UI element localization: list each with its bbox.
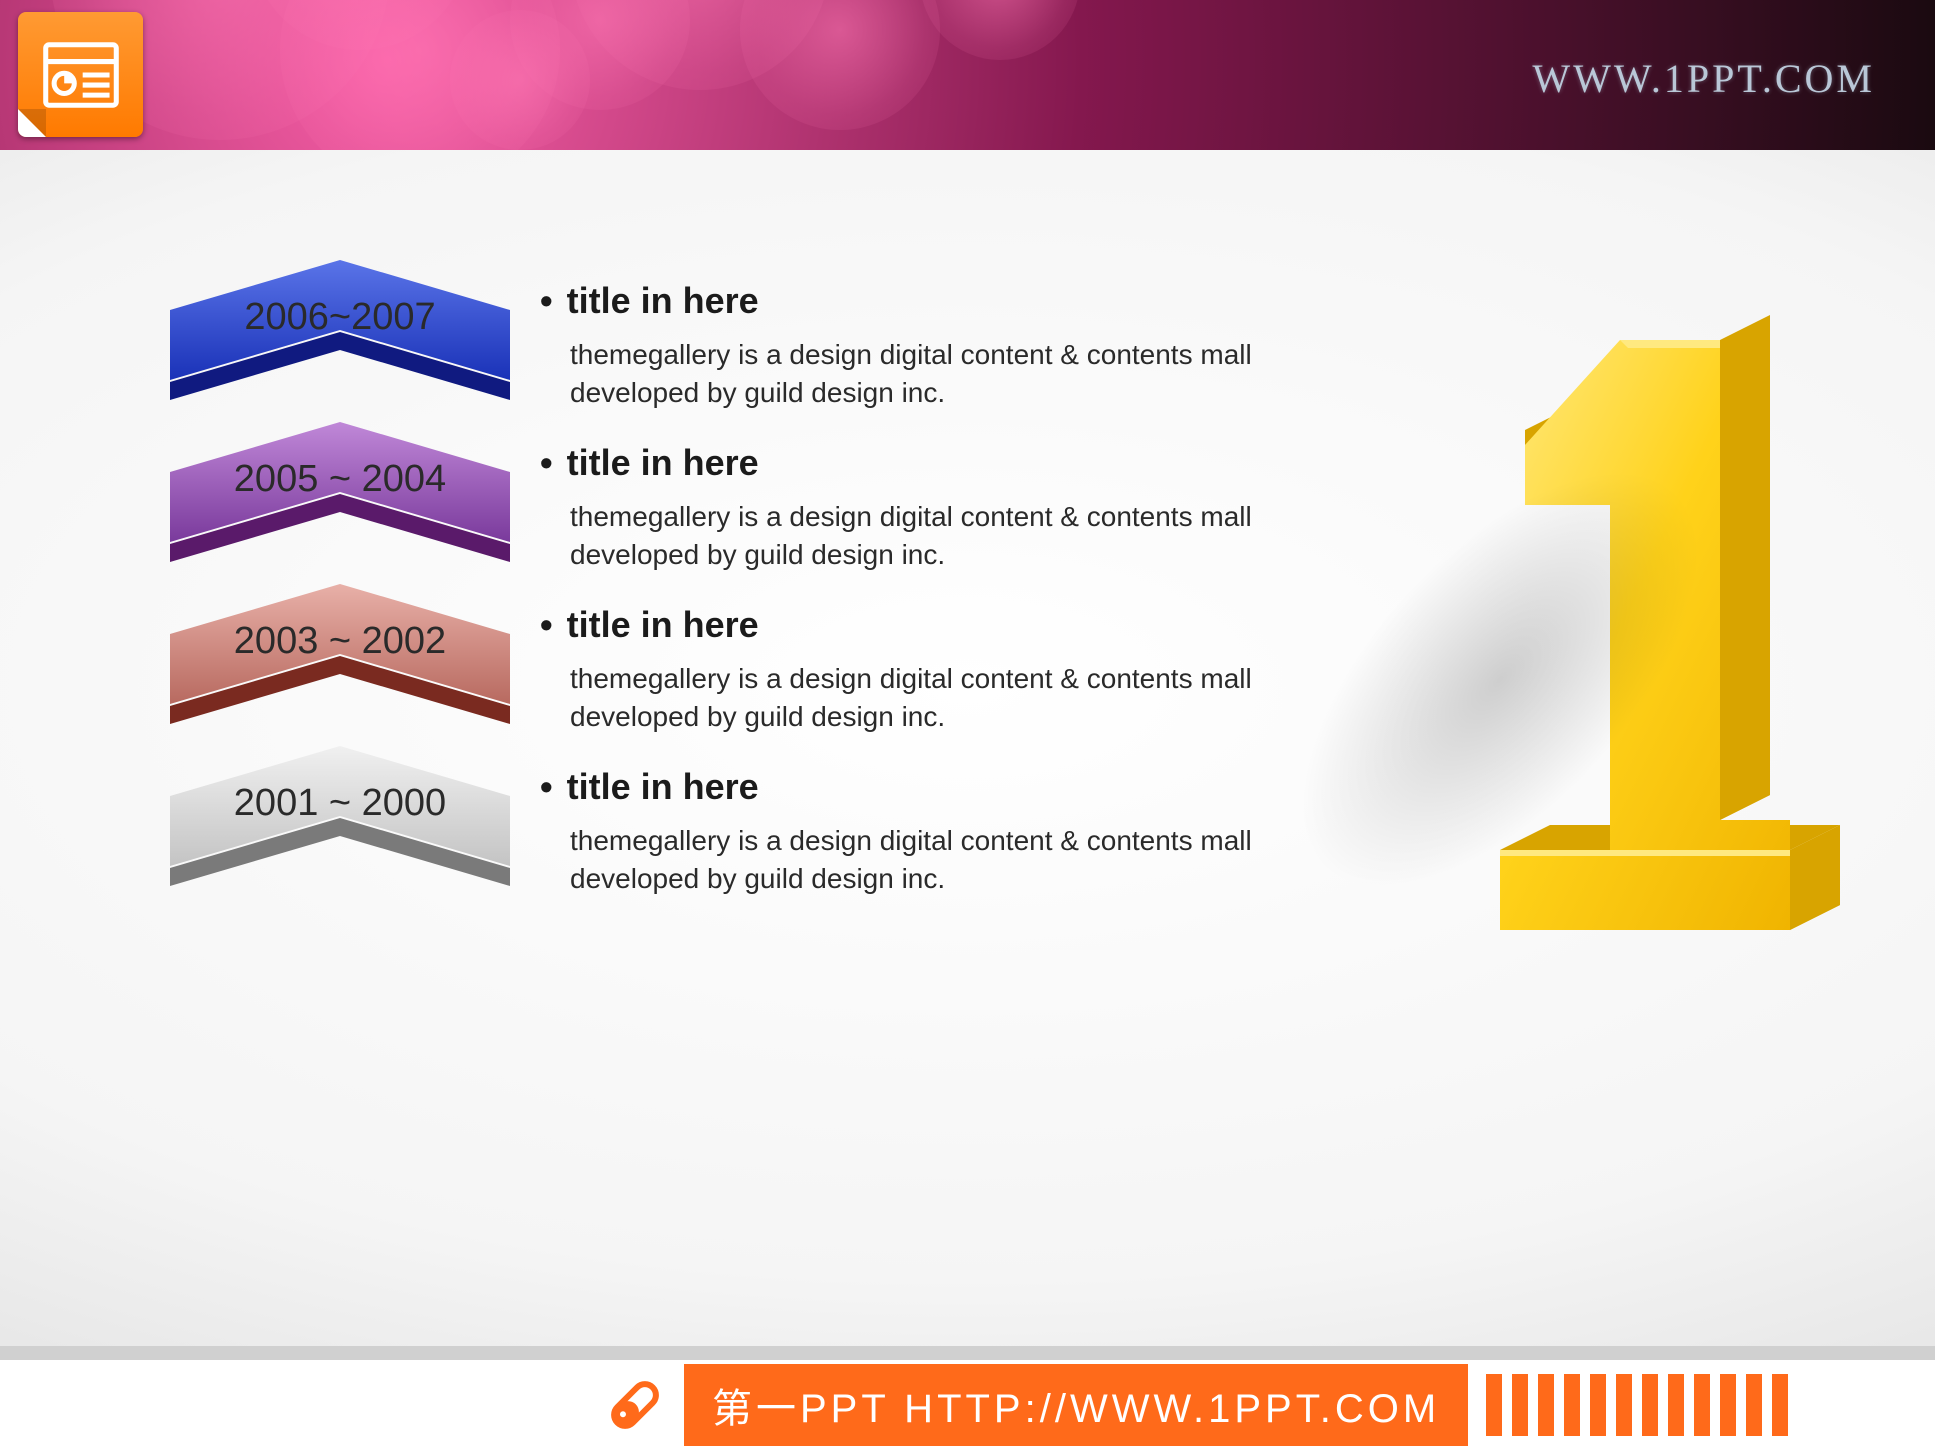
footer-stripes [1486, 1374, 1788, 1436]
stripe [1772, 1374, 1788, 1436]
item-description: themegallery is a design digital content… [540, 336, 1260, 412]
stripe [1642, 1374, 1658, 1436]
stripe [1512, 1374, 1528, 1436]
chevron-label: 2006~2007 [170, 296, 510, 339]
chevron-item: 2001 ~ 2000 [170, 746, 510, 926]
header-url: WWW.1PPT.COM [1532, 55, 1875, 102]
pill-icon [600, 1370, 670, 1440]
slide-body: 2006~2007 2005 ~ 2004 [0, 150, 1935, 1346]
stripe [1668, 1374, 1684, 1436]
powerpoint-icon [18, 12, 143, 137]
chevron-item: 2005 ~ 2004 [170, 422, 510, 602]
footer-bar: 第一PPT HTTP://WWW.1PPT.COM [0, 1360, 1935, 1450]
item-description: themegallery is a design digital content… [540, 822, 1260, 898]
stripe [1590, 1374, 1606, 1436]
chevron-label: 2005 ~ 2004 [170, 458, 510, 501]
chevron-label: 2001 ~ 2000 [170, 782, 510, 825]
chevron-stack: 2006~2007 2005 ~ 2004 [170, 260, 530, 908]
page-fold-icon [18, 109, 46, 137]
bokeh-circle [450, 10, 590, 150]
chevron-item: 2003 ~ 2002 [170, 584, 510, 764]
footer-text: 第一PPT HTTP://WWW.1PPT.COM [684, 1364, 1468, 1446]
header-banner: WWW.1PPT.COM [0, 0, 1935, 150]
bokeh-circle [920, 0, 1080, 60]
stripe [1538, 1374, 1554, 1436]
slide-glyph-icon [39, 33, 123, 117]
page-root: WWW.1PPT.COM 2006~2007 [0, 0, 1935, 1450]
stripe [1616, 1374, 1632, 1436]
big-number-one [1460, 290, 1840, 930]
stripe [1564, 1374, 1580, 1436]
stripe [1486, 1374, 1502, 1436]
chevron-label: 2003 ~ 2002 [170, 620, 510, 663]
item-description: themegallery is a design digital content… [540, 660, 1260, 736]
stripe [1746, 1374, 1762, 1436]
bokeh-circle [740, 0, 940, 130]
chevron-item: 2006~2007 [170, 260, 510, 440]
stripe [1694, 1374, 1710, 1436]
stripe [1720, 1374, 1736, 1436]
item-description: themegallery is a design digital content… [540, 498, 1260, 574]
divider-bar [0, 1346, 1935, 1360]
